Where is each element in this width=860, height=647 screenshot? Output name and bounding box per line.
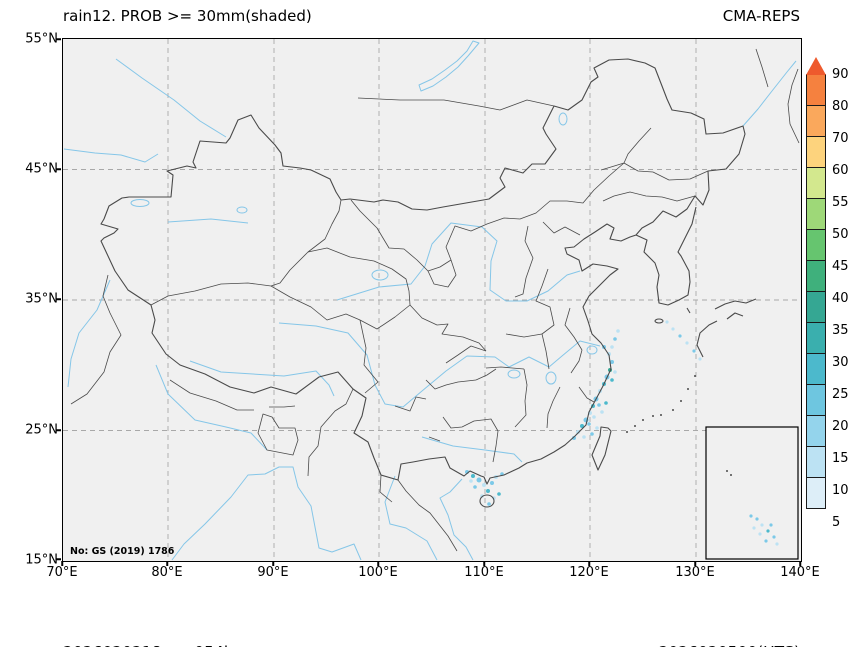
lat-label: 15°N bbox=[25, 552, 58, 568]
colorbar-tick-label: 80 bbox=[832, 99, 849, 114]
colorbar-tick-label: 25 bbox=[832, 387, 849, 402]
lat-label: 25°N bbox=[25, 422, 58, 438]
colorbar-band bbox=[806, 353, 826, 385]
colorbar-tick-label: 55 bbox=[832, 195, 849, 210]
colorbar-tick-label: 30 bbox=[832, 355, 849, 370]
valid-time-utc: 2026020500(UTC) bbox=[659, 639, 800, 647]
colorbar-band bbox=[806, 136, 826, 168]
colorbar-arrow-top bbox=[806, 57, 826, 75]
map-canvas: No: GS (2019) 1786 bbox=[62, 38, 802, 562]
china-coastline bbox=[100, 58, 746, 508]
lat-label: 45°N bbox=[25, 161, 58, 177]
model-name: CMA-REPS bbox=[722, 7, 800, 25]
colorbar-tick-label: 60 bbox=[832, 163, 849, 178]
map-note: No: GS (2019) 1786 bbox=[70, 546, 175, 557]
colorbar-tick-label: 10 bbox=[832, 483, 849, 498]
lon-label: 90°E bbox=[257, 565, 289, 580]
colorbar-tick-label: 20 bbox=[832, 419, 849, 434]
page-title: rain12. PROB >= 30mm(shaded) bbox=[63, 7, 312, 25]
init-time-utc: 2026020218 + 054h bbox=[63, 639, 234, 647]
colorbar-tick-label: 40 bbox=[832, 291, 849, 306]
colorbar-band bbox=[806, 74, 826, 106]
colorbar-tick-label: 5 bbox=[832, 515, 841, 530]
colorbar-tick-label: 15 bbox=[832, 451, 849, 466]
colorbar-band bbox=[806, 384, 826, 416]
lat-label: 55°N bbox=[25, 31, 58, 47]
init-time-block: 2026020218 + 054h 2026020302 + 054h bbox=[63, 585, 234, 647]
china-province-boundaries bbox=[150, 127, 709, 463]
colorbar-band bbox=[806, 291, 826, 323]
lon-label: 100°E bbox=[358, 565, 398, 580]
colorbar-tick-label: 45 bbox=[832, 259, 849, 274]
rivers-and-lakes bbox=[63, 40, 797, 561]
south-china-sea-inset bbox=[705, 426, 799, 560]
colorbar bbox=[806, 57, 826, 527]
lon-label: 130°E bbox=[675, 565, 715, 580]
map-graphic: No: GS (2019) 1786 bbox=[63, 39, 801, 561]
colorbar-band bbox=[806, 260, 826, 292]
lon-label: 110°E bbox=[464, 565, 504, 580]
graticule bbox=[63, 39, 801, 561]
colorbar-band bbox=[806, 322, 826, 354]
colorbar-labels: 90 80 70 60 55 50 45 40 35 30 25 20 15 1… bbox=[832, 59, 849, 539]
colorbar-tick-label: 70 bbox=[832, 131, 849, 146]
colorbar-tick-label: 50 bbox=[832, 227, 849, 242]
colorbar-arrow-bottom bbox=[806, 509, 826, 527]
colorbar-tick-label: 35 bbox=[832, 323, 849, 338]
colorbar-band bbox=[806, 167, 826, 199]
colorbar-band bbox=[806, 477, 826, 509]
lon-label: 120°E bbox=[569, 565, 609, 580]
lon-label: 70°E bbox=[46, 565, 78, 580]
colorbar-band bbox=[806, 198, 826, 230]
colorbar-tick-label: 90 bbox=[832, 67, 849, 82]
valid-time-block: 2026020500(UTC) 2026020508(CST) bbox=[659, 585, 800, 647]
foreign-boundaries bbox=[70, 48, 800, 552]
probability-shading bbox=[465, 320, 702, 506]
colorbar-band bbox=[806, 446, 826, 478]
colorbar-band bbox=[806, 229, 826, 261]
lon-label: 80°E bbox=[151, 565, 183, 580]
lon-label: 140°E bbox=[780, 565, 820, 580]
colorbar-band bbox=[806, 415, 826, 447]
lat-label: 35°N bbox=[25, 291, 58, 307]
korea-japan-coastlines bbox=[626, 206, 757, 433]
colorbar-band bbox=[806, 105, 826, 137]
